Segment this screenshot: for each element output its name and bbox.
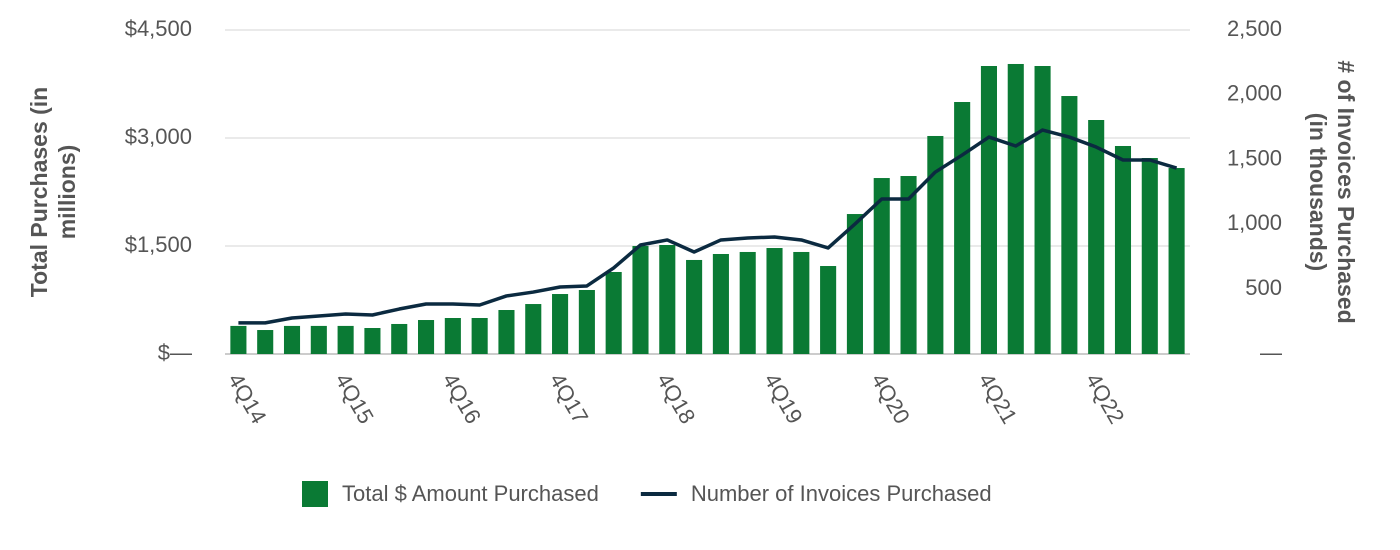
y-tick-label: $3,000 bbox=[125, 124, 192, 149]
y-axis-title-text: Total Purchases (inmillions) bbox=[26, 87, 80, 297]
bar bbox=[391, 323, 408, 354]
x-tick-label: 4Q17 bbox=[545, 369, 594, 428]
x-tick-label: 4Q15 bbox=[330, 369, 379, 428]
bar bbox=[605, 271, 622, 354]
bar bbox=[1088, 120, 1105, 354]
x-tick-label: 4Q14 bbox=[223, 369, 272, 428]
legend-label: Total $ Amount Purchased bbox=[342, 481, 599, 506]
bar bbox=[1114, 145, 1132, 354]
y2-tick-label: 1,000 bbox=[1227, 210, 1282, 235]
bar bbox=[257, 330, 274, 354]
bar bbox=[686, 259, 703, 354]
y2-tick-label: — bbox=[1260, 340, 1282, 365]
y2-axis-title-text: # of Invoices Purchased(in thousands) bbox=[1305, 60, 1359, 323]
bar bbox=[632, 246, 649, 354]
x-tick-label: 4Q22 bbox=[1081, 369, 1130, 428]
bar bbox=[525, 304, 542, 354]
bar bbox=[1141, 158, 1158, 354]
x-tick-label: 4Q21 bbox=[974, 369, 1023, 428]
y2-tick-label: 2,000 bbox=[1227, 81, 1282, 106]
bar bbox=[364, 328, 381, 354]
legend-label: Number of Invoices Purchased bbox=[691, 481, 992, 506]
y2-tick-label: 2,500 bbox=[1227, 16, 1282, 41]
bar bbox=[659, 244, 676, 354]
bar bbox=[820, 266, 837, 354]
bar bbox=[1034, 66, 1051, 354]
bar bbox=[712, 253, 729, 354]
bar bbox=[230, 325, 247, 354]
x-tick-label: 4Q19 bbox=[759, 369, 808, 428]
x-tick-label: 4Q18 bbox=[652, 369, 701, 428]
bar bbox=[927, 135, 944, 354]
bar bbox=[766, 248, 783, 354]
bar bbox=[552, 294, 569, 354]
bar bbox=[739, 251, 756, 354]
bar bbox=[900, 176, 917, 354]
y-axis-title: Total Purchases (inmillions) bbox=[26, 87, 80, 297]
bar bbox=[310, 325, 327, 354]
y-tick-label: $4,500 bbox=[125, 16, 192, 41]
bar bbox=[283, 325, 301, 354]
y-tick-label: $— bbox=[158, 340, 192, 365]
bar bbox=[873, 178, 890, 354]
y-tick-label: $1,500 bbox=[125, 232, 192, 257]
bar bbox=[498, 310, 515, 354]
y2-axis-title: # of Invoices Purchased(in thousands) bbox=[1305, 60, 1359, 323]
bar bbox=[1168, 168, 1185, 354]
bar bbox=[980, 66, 997, 354]
bar bbox=[846, 214, 863, 354]
line bbox=[238, 128, 1178, 325]
legend-swatch bbox=[302, 481, 328, 507]
y2-tick-label: 1,500 bbox=[1227, 145, 1282, 170]
bar bbox=[418, 320, 435, 354]
bar bbox=[954, 102, 971, 354]
bar bbox=[444, 318, 461, 354]
bar bbox=[1007, 63, 1024, 354]
bar bbox=[793, 251, 810, 354]
x-tick-label: 4Q16 bbox=[437, 369, 486, 428]
y2-tick-label: 500 bbox=[1245, 275, 1282, 300]
bar bbox=[1061, 96, 1078, 355]
bar bbox=[578, 289, 595, 354]
bar bbox=[471, 318, 488, 354]
x-tick-label: 4Q20 bbox=[866, 369, 915, 428]
bar bbox=[337, 325, 354, 354]
